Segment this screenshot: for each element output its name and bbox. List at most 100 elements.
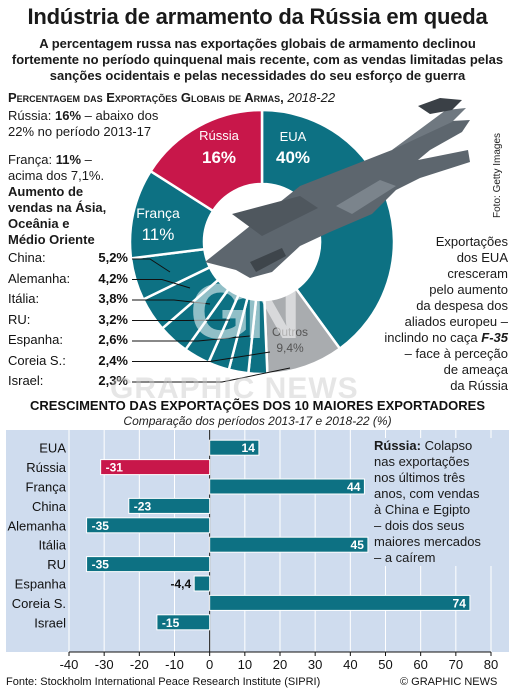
note-france-dash: – bbox=[84, 152, 92, 167]
note-usa-5: da despesa dos bbox=[416, 298, 508, 313]
leader-line bbox=[132, 335, 251, 342]
pie-section-title-text: Percentagem das Exportações Globais de A… bbox=[8, 90, 284, 105]
bar-category-label: Alemanha bbox=[7, 518, 66, 533]
bar-note-l5: à China e Egipto bbox=[374, 502, 471, 517]
note-usa-f35: F-35 bbox=[481, 330, 508, 345]
pie-section-title: Percentagem das Exportações Globais de A… bbox=[8, 90, 335, 105]
bar-eua bbox=[209, 439, 260, 456]
bar-category-label: China bbox=[32, 499, 67, 514]
note-asia-2: vendas na Ásia, bbox=[8, 200, 107, 215]
bar-note-l4: anos, com vendas bbox=[374, 486, 480, 501]
note-usa-8: – face à perceção bbox=[404, 346, 508, 361]
note-usa: Exportações dos EUA cresceram pelo aumen… bbox=[372, 234, 508, 394]
small-exporter-value: 3,8% bbox=[98, 291, 128, 306]
small-exporter-value: 2,6% bbox=[98, 332, 128, 347]
tick-label: 50 bbox=[378, 657, 392, 672]
note-france-line2: acima dos 7,1%. bbox=[8, 168, 105, 183]
brand-credit: © GRAPHIC NEWS bbox=[400, 676, 498, 688]
small-exporter-name: Espanha: bbox=[8, 332, 63, 347]
bar-note-l8: – a caírem bbox=[374, 550, 436, 565]
pie-labels: Rússia 16% EUA 40% França 11% Outros 9,4… bbox=[136, 128, 310, 355]
page-subtitle: A percentagem russa nas exportações glob… bbox=[11, 36, 504, 83]
bar-value-label: 45 bbox=[351, 538, 365, 552]
bar-value-label: -4,4 bbox=[171, 577, 192, 591]
note-france-label: França: bbox=[8, 152, 53, 167]
fighter-jet-silhouette bbox=[205, 98, 470, 278]
tick-label: 0 bbox=[206, 657, 213, 672]
bar-category-label: RU bbox=[47, 557, 66, 572]
note-france: França: 11% – acima dos 7,1%. bbox=[8, 152, 148, 184]
note-asia: Aumento de vendas na Ásia, Oceânia e Méd… bbox=[8, 184, 148, 248]
small-exporter-name: RU: bbox=[8, 311, 31, 327]
bar-note-l1: Colapso bbox=[424, 438, 473, 453]
bar-alemanha bbox=[86, 517, 211, 534]
tick-label: -20 bbox=[130, 657, 149, 672]
small-exporter-value: 2,4% bbox=[98, 352, 128, 368]
pie-slice-r-ssia bbox=[148, 108, 264, 213]
leader-line bbox=[132, 299, 211, 305]
small-exporter-name: China: bbox=[8, 250, 46, 265]
small-exporter-name: Coreia S.: bbox=[8, 352, 66, 368]
bar-israel bbox=[156, 614, 211, 631]
bar-categories: EUA Rússia França China Alemanha Itália RU Espa… bbox=[7, 441, 66, 631]
tick-label: 70 bbox=[449, 657, 463, 672]
bar-value-label: -15 bbox=[162, 616, 180, 630]
bar-espanha bbox=[193, 575, 211, 592]
bar-ru bbox=[86, 556, 211, 573]
graphic-news-text-watermark: GRAPHIC NEWS bbox=[110, 372, 359, 405]
bar-note-lead: Rússia: bbox=[374, 438, 421, 453]
leader-line bbox=[132, 279, 191, 289]
note-asia-3: Oceânia e bbox=[8, 216, 70, 231]
bar-category-label: Coreia S. bbox=[12, 596, 66, 611]
bar-note-l6: – dois dos seus bbox=[374, 518, 465, 533]
leader-line bbox=[132, 367, 291, 383]
bar-value-label: 14 bbox=[242, 441, 256, 455]
leader-line bbox=[132, 319, 231, 321]
bar-value-label: 44 bbox=[347, 480, 361, 494]
bar-category-label: Rússia bbox=[26, 460, 67, 475]
pie-chart: Rússia 16% EUA 40% França 11% Outros 9,4… bbox=[128, 98, 470, 383]
bar-category-label: França bbox=[26, 480, 67, 495]
note-france-value: 11% bbox=[55, 152, 82, 167]
note-russia: Rússia: 16% – abaixo dos 22% no período … bbox=[8, 108, 183, 140]
bar-coreia-s- bbox=[209, 594, 471, 611]
note-usa-9: de ameaça bbox=[443, 362, 508, 377]
pie-label-russia: Rússia bbox=[199, 128, 240, 143]
bar-note-russia: Rússia: Colapso nas exportações nos últi… bbox=[374, 438, 508, 566]
pie-value-others: 9,4% bbox=[276, 341, 304, 355]
note-usa-6: aliados europeu – bbox=[404, 314, 508, 329]
bar-bars: 14 -31 44 -23 -35 45 -35 -4,4 74 -15 bbox=[86, 439, 471, 631]
source-credit: Fonte: Stockholm International Peace Res… bbox=[6, 676, 321, 688]
tick-label: -40 bbox=[60, 657, 79, 672]
small-exporter-value: 4,2% bbox=[98, 270, 128, 286]
tick-label: 20 bbox=[273, 657, 287, 672]
note-usa-4: pelo aumento bbox=[429, 282, 508, 297]
note-russia-line2: 22% no período 2013-17 bbox=[8, 124, 152, 139]
leader-line bbox=[132, 258, 171, 273]
small-exporter-value: 5,2% bbox=[98, 250, 128, 265]
note-usa-1: Exportações bbox=[435, 234, 508, 249]
pie-value-usa: 40% bbox=[276, 148, 310, 167]
bar-category-label: EUA bbox=[39, 441, 66, 456]
pie-value-france: 11% bbox=[142, 225, 175, 244]
bar-tick-labels: -40 -30 -20 -10 0 10 20 30 40 50 60 70 80 bbox=[60, 651, 498, 672]
bar-it-lia bbox=[209, 536, 369, 553]
small-exporter-name: Israel: bbox=[8, 373, 44, 388]
tick-label: -10 bbox=[165, 657, 184, 672]
note-usa-7a: inclindo no caça bbox=[384, 330, 478, 345]
bar-value-label: -31 bbox=[106, 461, 124, 475]
graphic-news-logo-watermark: GN bbox=[190, 267, 301, 355]
small-exporter-name: Itália: bbox=[8, 291, 40, 306]
note-usa-3: cresceram bbox=[447, 266, 508, 281]
small-exporter-name: Alemanha: bbox=[8, 270, 71, 286]
pie-label-others: Outros bbox=[272, 325, 308, 339]
bar-section-title: CRESCIMENTO DAS EXPORTAÇÕES DOS 10 MAIOR… bbox=[29, 398, 486, 413]
note-usa-2: dos EUA bbox=[456, 250, 508, 265]
bar-value-label: -23 bbox=[134, 499, 152, 513]
note-russia-label: Rússia: bbox=[8, 108, 52, 123]
bar-category-label: Itália bbox=[39, 538, 67, 553]
bar-china bbox=[128, 497, 211, 514]
pie-label-usa: EUA bbox=[280, 129, 307, 144]
bar-category-label: Espanha bbox=[15, 577, 67, 592]
bar-note-l7: maiores mercados bbox=[374, 534, 481, 549]
